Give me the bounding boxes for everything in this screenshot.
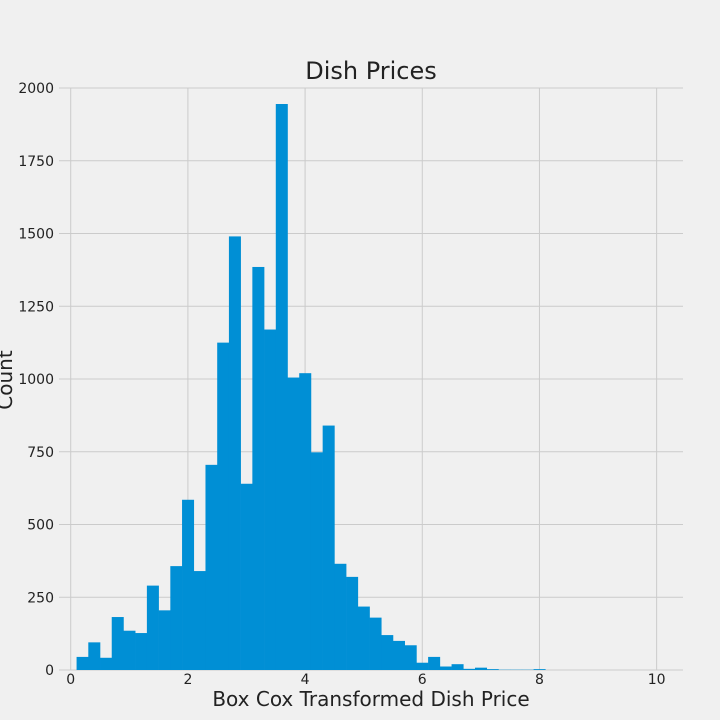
histogram-bar [486,669,499,670]
histogram-bar [451,664,464,670]
histogram-bar [439,666,452,670]
y-tick-label: 250 [27,590,54,606]
histogram-bar [88,642,101,670]
histogram-bar [228,236,241,670]
y-tick-label: 750 [27,445,54,461]
histogram-bar [287,377,300,670]
histogram-bar [310,452,323,670]
histogram-bar [193,571,206,670]
histogram-bar [240,483,253,670]
x-tick-label: 6 [418,672,427,688]
histogram-bar [322,425,335,670]
x-tick-label: 8 [535,672,544,688]
x-tick-label: 4 [301,672,310,688]
y-tick-label: 1250 [18,299,54,315]
histogram-bar [357,606,370,670]
histogram-bar [475,667,488,670]
x-tick-label: 2 [183,672,192,688]
histogram-bar [275,104,288,670]
histogram-bar [416,662,429,670]
y-tick-label: 2000 [18,81,54,97]
histogram-bar [135,633,148,670]
histogram-bar [205,464,218,670]
chart-title: Dish Prices [305,57,437,85]
histogram-bar [334,563,347,670]
histogram-bar [111,617,124,670]
histogram-bar [533,669,546,670]
y-tick-label: 1500 [18,227,54,243]
y-tick-label: 500 [27,518,54,534]
y-tick-labels: 0 250 500 750 1000 1250 1500 1750 2000 [18,81,54,679]
y-axis-label: Count [0,350,17,410]
x-tick-label: 10 [648,672,666,688]
grid-lines [59,87,683,671]
histogram-bar [463,668,476,670]
histogram-bar [252,266,265,670]
x-tick-label: 0 [66,672,75,688]
histogram-bar [182,499,195,670]
x-tick-labels: 0 2 4 6 8 10 [66,672,665,688]
histogram-bar [158,610,171,670]
histogram-bar [264,329,277,670]
histogram-bar [428,656,441,670]
histogram-bar [146,585,159,670]
histogram-bars [76,104,546,670]
histogram-bar [76,656,89,670]
y-tick-label: 0 [45,663,54,679]
histogram-bar [381,635,394,670]
y-tick-label: 1750 [18,154,54,170]
histogram-bar [404,645,417,670]
y-tick-label: 1000 [18,372,54,388]
histogram-bar [170,566,183,670]
histogram-bar [299,373,312,670]
x-axis-label: Box Cox Transformed Dish Price [212,687,529,711]
histogram-bar [369,617,382,670]
histogram-bar [123,630,136,670]
histogram-bar [346,576,359,670]
histogram-bar [217,342,230,670]
histogram-bar [100,657,113,670]
histogram-bar [392,640,405,670]
